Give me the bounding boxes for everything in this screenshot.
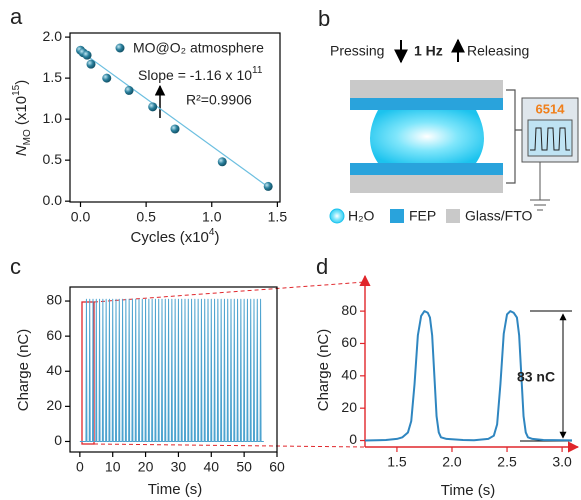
y-tick-label: 80 (341, 302, 357, 318)
x-axis-label-part: ) (214, 229, 219, 246)
fep-layer (350, 163, 503, 175)
glass-layer (350, 80, 503, 98)
x-tick-label: 1.5 (268, 209, 288, 225)
data-line (364, 310, 573, 442)
y-tick-label: 0.0 (43, 192, 63, 208)
point (148, 102, 158, 112)
data-line (79, 298, 264, 442)
y-tick-label: 0.5 (43, 151, 63, 167)
x-tick-label: 60 (269, 459, 285, 475)
y-tick-label: 40 (341, 367, 357, 383)
panel-label: c (10, 254, 21, 279)
legend-marker (115, 43, 125, 53)
zoom-line (93, 281, 366, 303)
water-droplet (370, 110, 484, 163)
x-tick-label: 0.0 (71, 209, 91, 225)
point (124, 85, 134, 95)
y-tick-label: 60 (46, 327, 62, 343)
panel-label: d (316, 254, 328, 279)
fep-layer (350, 98, 503, 110)
x-axis-label: Cycles (x104) (131, 227, 220, 246)
y-axis-label-part: (x10 (13, 96, 30, 129)
y-axis-label: NMO (x1015) (11, 80, 33, 156)
meter-reading: 6514 (536, 101, 566, 116)
plot-frame (69, 32, 281, 203)
y-tick-label: 20 (46, 397, 62, 413)
x-tick-label: 2.0 (442, 454, 462, 470)
ground (530, 162, 550, 211)
y-tick-label: 80 (46, 292, 62, 308)
legend-swatch (329, 208, 345, 224)
point (217, 157, 227, 167)
legend-swatch (446, 209, 460, 223)
y-tick-label: 2.0 (43, 28, 63, 44)
wire (506, 89, 522, 184)
meter-wave (530, 127, 570, 151)
legend-label: H₂O (348, 208, 375, 224)
x-tick-label: 10 (105, 459, 121, 475)
x-tick-label: 20 (138, 459, 154, 475)
panel-label: a (10, 4, 23, 29)
annotation-part: 11 (252, 65, 263, 76)
y-axis-label-part: MO (22, 129, 33, 145)
x-axis-label-part: 4 (209, 227, 215, 238)
y-tick-label: 0 (349, 431, 357, 447)
point (86, 59, 96, 69)
plot-frame (69, 286, 278, 453)
x-tick-label: 3.0 (552, 454, 572, 470)
x-axis-label-part: Cycles (x10 (131, 229, 209, 246)
y-axis-label-part: ) (13, 80, 30, 85)
y-tick-label: 1.0 (43, 110, 63, 126)
legend-swatch (390, 209, 404, 223)
x-tick-label: 30 (171, 459, 187, 475)
annotation: Slope = -1.16 x 1011 (138, 65, 263, 83)
pressing-label: Pressing (330, 43, 384, 59)
y-axis-label: Charge (nC) (15, 329, 32, 412)
y-tick-label: 1.5 (43, 69, 63, 85)
legend-label: Glass/FTO (465, 208, 533, 224)
frequency-label: 1 Hz (414, 43, 443, 59)
x-tick-label: 1.0 (202, 209, 222, 225)
point (82, 50, 92, 60)
y-axis-label-part: N (13, 145, 30, 156)
y-tick-label: 20 (341, 399, 357, 415)
x-tick-label: 0.5 (136, 209, 156, 225)
annotation: R²=0.9906 (186, 92, 252, 108)
x-tick-label: 0 (76, 459, 84, 475)
releasing-label: Releasing (467, 43, 529, 59)
fit-line (80, 50, 272, 190)
y-tick-label: 0 (54, 432, 62, 448)
y-axis-label: Charge (nC) (315, 329, 332, 412)
glass-layer (350, 175, 503, 193)
legend-label: MO@O₂ atmosphere (133, 40, 264, 56)
x-tick-label: 50 (236, 459, 252, 475)
annotation-part: Slope = -1.16 x 10 (138, 67, 252, 83)
point (170, 124, 180, 134)
y-tick-label: 40 (46, 362, 62, 378)
legend-label: FEP (409, 208, 436, 224)
y-tick-label: 60 (341, 334, 357, 350)
zoom-box (81, 301, 95, 445)
x-axis-label: Time (s) (148, 481, 202, 498)
panel-label: b (318, 6, 330, 31)
zoom-line (93, 443, 366, 448)
point (102, 73, 112, 83)
annotation: 83 nC (517, 369, 555, 385)
x-tick-label: 1.5 (387, 454, 407, 470)
x-axis-label: Time (s) (441, 482, 495, 499)
x-tick-label: 2.5 (497, 454, 517, 470)
y-axis-label-part: 15 (11, 84, 22, 96)
point (263, 181, 273, 191)
x-tick-label: 40 (203, 459, 219, 475)
